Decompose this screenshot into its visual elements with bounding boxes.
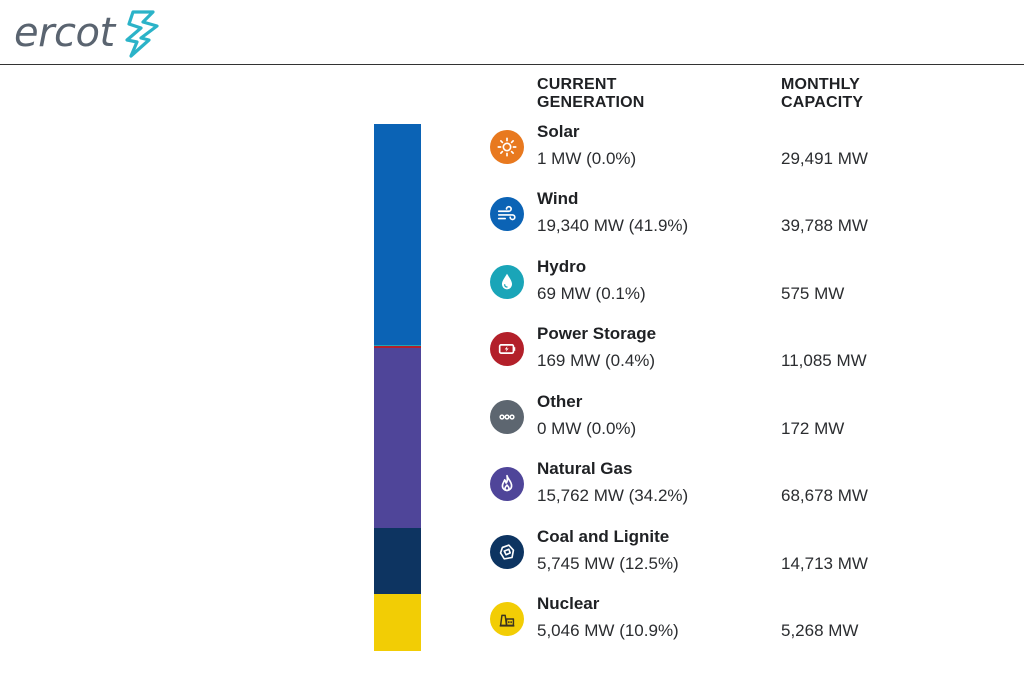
- source-generation: 5,046 MW (10.9%): [537, 621, 679, 640]
- bar-segment-coal-and-lignite[interactable]: [374, 528, 421, 594]
- source-name: Coal and Lignite: [537, 527, 670, 546]
- monthly-capacity-header: MONTHLY CAPACITY: [781, 76, 864, 111]
- page-header: ercot: [0, 0, 1024, 65]
- nuclear-plant-icon: [490, 602, 524, 636]
- logo-wordmark: ercot: [14, 10, 115, 56]
- source-row-hydro[interactable]: Hydro 69 MW (0.1%) 575 MW: [490, 257, 1010, 325]
- source-capacity: 11,085 MW: [781, 351, 867, 370]
- source-name: Nuclear: [537, 594, 600, 613]
- source-capacity: 575 MW: [781, 284, 845, 303]
- bar-segment-power-storage[interactable]: [374, 346, 421, 348]
- bar-segment-natural-gas[interactable]: [374, 348, 421, 528]
- source-name: Other: [537, 392, 583, 411]
- more-dots-icon: [490, 400, 524, 434]
- source-row-other[interactable]: Other 0 MW (0.0%) 172 MW: [490, 392, 1010, 460]
- source-capacity: 68,678 MW: [781, 486, 868, 505]
- source-generation: 169 MW (0.4%): [537, 351, 656, 370]
- source-generation: 69 MW (0.1%): [537, 284, 646, 303]
- source-generation: 0 MW (0.0%): [537, 419, 637, 438]
- source-generation: 1 MW (0.0%): [537, 149, 637, 168]
- generation-mix-bar: [374, 124, 421, 651]
- wind-icon: [490, 197, 524, 231]
- flame-icon: [490, 467, 524, 501]
- source-name: Hydro: [537, 257, 587, 276]
- source-row-solar[interactable]: Solar 1 MW (0.0%) 29,491 MW: [490, 122, 1010, 190]
- source-name: Solar: [537, 122, 580, 141]
- source-capacity: 172 MW: [781, 419, 845, 438]
- source-row-natural-gas[interactable]: Natural Gas 15,762 MW (34.2%) 68,678 MW: [490, 459, 1010, 527]
- source-row-wind[interactable]: Wind 19,340 MW (41.9%) 39,788 MW: [490, 189, 1010, 257]
- sun-icon: [490, 130, 524, 164]
- source-row-coal-and-lignite[interactable]: Coal and Lignite 5,745 MW (12.5%) 14,713…: [490, 527, 1010, 595]
- source-capacity: 39,788 MW: [781, 216, 868, 235]
- bar-segment-wind[interactable]: [374, 124, 421, 345]
- bar-segment-hydro[interactable]: [374, 345, 421, 346]
- lightning-bolt-icon: [125, 10, 159, 58]
- bar-segment-nuclear[interactable]: [374, 594, 421, 651]
- water-drop-icon: [490, 265, 524, 299]
- source-name: Power Storage: [537, 324, 657, 343]
- current-generation-header: CURRENT GENERATION: [537, 76, 645, 111]
- source-generation: 19,340 MW (41.9%): [537, 216, 689, 235]
- source-generation: 15,762 MW (34.2%): [537, 486, 689, 505]
- source-name: Natural Gas: [537, 459, 633, 478]
- source-name: Wind: [537, 189, 579, 208]
- source-capacity: 5,268 MW: [781, 621, 859, 640]
- source-capacity: 29,491 MW: [781, 149, 868, 168]
- battery-icon: [490, 332, 524, 366]
- coal-icon: [490, 535, 524, 569]
- source-row-nuclear[interactable]: Nuclear 5,046 MW (10.9%) 5,268 MW: [490, 594, 1010, 662]
- source-row-power-storage[interactable]: Power Storage 169 MW (0.4%) 11,085 MW: [490, 324, 1010, 392]
- source-capacity: 14,713 MW: [781, 554, 868, 573]
- ercot-logo[interactable]: ercot: [14, 6, 163, 60]
- source-generation: 5,745 MW (12.5%): [537, 554, 679, 573]
